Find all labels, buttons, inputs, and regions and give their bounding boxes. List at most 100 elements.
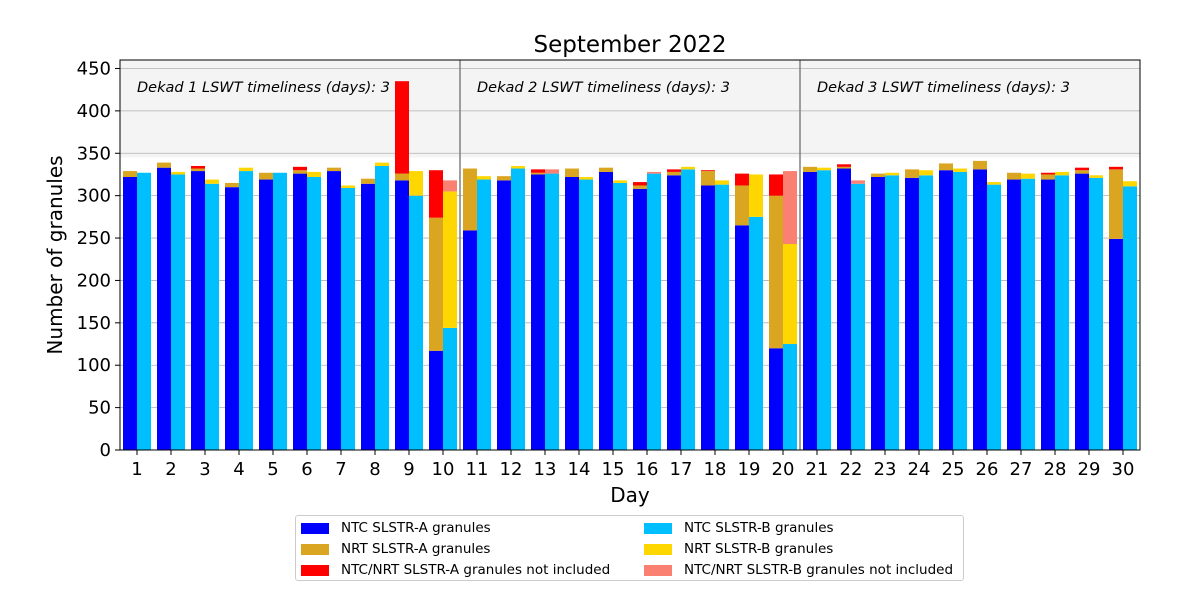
legend-item-ntc-a: NTC SLSTR-A granules: [301, 519, 491, 537]
bar-a-segment: [905, 177, 919, 450]
bar-a-segment: [497, 176, 511, 181]
bar-a-segment: [837, 168, 851, 451]
bar-a-segment: [633, 188, 647, 450]
y-tick-label: 150: [77, 313, 111, 334]
bar-b-segment: [307, 177, 321, 450]
x-tick-label: 27: [1010, 459, 1033, 480]
x-tick-label: 13: [534, 459, 557, 480]
y-tick-label: 200: [77, 270, 111, 291]
y-tick-label: 300: [77, 186, 111, 207]
y-tick-label: 100: [77, 355, 111, 376]
bar-a-segment: [361, 183, 375, 451]
bar-a-segment: [327, 171, 341, 450]
bar-a-segment: [633, 185, 647, 189]
bar-a-segment: [293, 170, 307, 174]
bar-b-segment: [749, 174, 763, 217]
dekad-label: Dekad 2 LSWT timeliness (days): 3: [477, 80, 730, 96]
above-threshold-zone: [120, 60, 1140, 158]
y-tick-label: 400: [77, 101, 111, 122]
bar-a-segment: [735, 225, 749, 450]
bar-b-segment: [953, 171, 967, 451]
x-tick-label: 25: [942, 459, 965, 480]
bar-b-segment: [341, 185, 355, 189]
bar-a-segment: [939, 163, 953, 171]
bar-b-segment: [511, 165, 525, 169]
x-tick-label: 4: [233, 459, 244, 480]
bar-a-segment: [701, 171, 715, 186]
bar-a-segment: [701, 185, 715, 450]
x-tick-label: 18: [704, 459, 727, 480]
x-tick-label: 26: [976, 459, 999, 480]
x-tick-label: 21: [806, 459, 829, 480]
bar-b-segment: [1123, 181, 1137, 187]
x-tick-label: 24: [908, 459, 931, 480]
bar-b-segment: [409, 195, 423, 450]
bar-a-segment: [531, 169, 545, 173]
x-tick-label: 1: [131, 459, 142, 480]
bar-b-segment: [171, 171, 185, 175]
x-tick-label: 8: [369, 459, 380, 480]
bar-a-segment: [191, 168, 205, 172]
bar-a-segment: [463, 230, 477, 450]
y-tick-label: 350: [77, 143, 111, 164]
bar-a-segment: [293, 173, 307, 450]
bar-b-segment: [851, 183, 865, 451]
bar-a-segment: [667, 171, 681, 176]
bar-b-segment: [205, 183, 219, 451]
x-tick-label: 29: [1078, 459, 1101, 480]
bar-b-segment: [579, 179, 593, 451]
bar-a-segment: [191, 165, 205, 169]
bar-a-segment: [395, 173, 409, 181]
bar-a-segment: [1007, 179, 1021, 451]
bar-a-segment: [837, 166, 851, 169]
bar-b-segment: [885, 172, 899, 176]
legend-swatch-excluded-a: [301, 564, 329, 576]
x-tick-label: 6: [301, 459, 312, 480]
bar-b-segment: [375, 165, 389, 450]
bar-a-segment: [565, 168, 579, 177]
bar-a-segment: [463, 168, 477, 231]
bar-b-segment: [511, 168, 525, 451]
x-tick-label: 9: [403, 459, 414, 480]
x-tick-label: 15: [602, 459, 625, 480]
bar-a-segment: [871, 177, 885, 450]
bar-a-segment: [1075, 167, 1089, 171]
bar-b-segment: [715, 180, 729, 185]
bar-a-segment: [599, 171, 613, 451]
bar-a-segment: [531, 172, 545, 175]
bar-b-segment: [783, 243, 797, 345]
x-tick-label: 30: [1112, 459, 1135, 480]
bar-b-segment: [681, 166, 695, 170]
bar-b-segment: [783, 171, 797, 244]
bar-b-segment: [817, 170, 831, 450]
legend-item-nrt-a: NRT SLSTR-A granules: [301, 540, 490, 558]
bar-b-segment: [613, 182, 627, 450]
bar-a-segment: [769, 348, 783, 450]
bar-a-segment: [1007, 172, 1021, 180]
bar-b-segment: [1021, 173, 1035, 179]
y-tick-label: 450: [77, 58, 111, 79]
x-tick-label: 16: [636, 459, 659, 480]
bar-a-segment: [123, 177, 137, 450]
bar-a-segment: [837, 164, 851, 167]
bar-b-segment: [273, 172, 287, 450]
bar-a-segment: [429, 350, 443, 450]
y-tick-label: 250: [77, 228, 111, 249]
bar-a-segment: [123, 171, 137, 177]
legend-swatch-excluded-b: [644, 564, 672, 576]
y-tick-label: 50: [88, 398, 111, 419]
legend-label: NTC/NRT SLSTR-A granules not included: [341, 562, 611, 578]
x-tick-label: 3: [199, 459, 210, 480]
bar-b-segment: [919, 175, 933, 450]
bar-b-segment: [443, 327, 457, 450]
bar-b-segment: [205, 179, 219, 184]
bar-b-segment: [681, 169, 695, 450]
legend-swatch-nrt-b: [644, 543, 672, 555]
bar-b-segment: [885, 175, 899, 450]
bar-a-segment: [361, 178, 375, 184]
legend-item-excluded-a: NTC/NRT SLSTR-A granules not included: [301, 561, 610, 579]
bar-a-segment: [565, 177, 579, 450]
bar-a-segment: [395, 81, 409, 174]
bar-b-segment: [239, 171, 253, 450]
